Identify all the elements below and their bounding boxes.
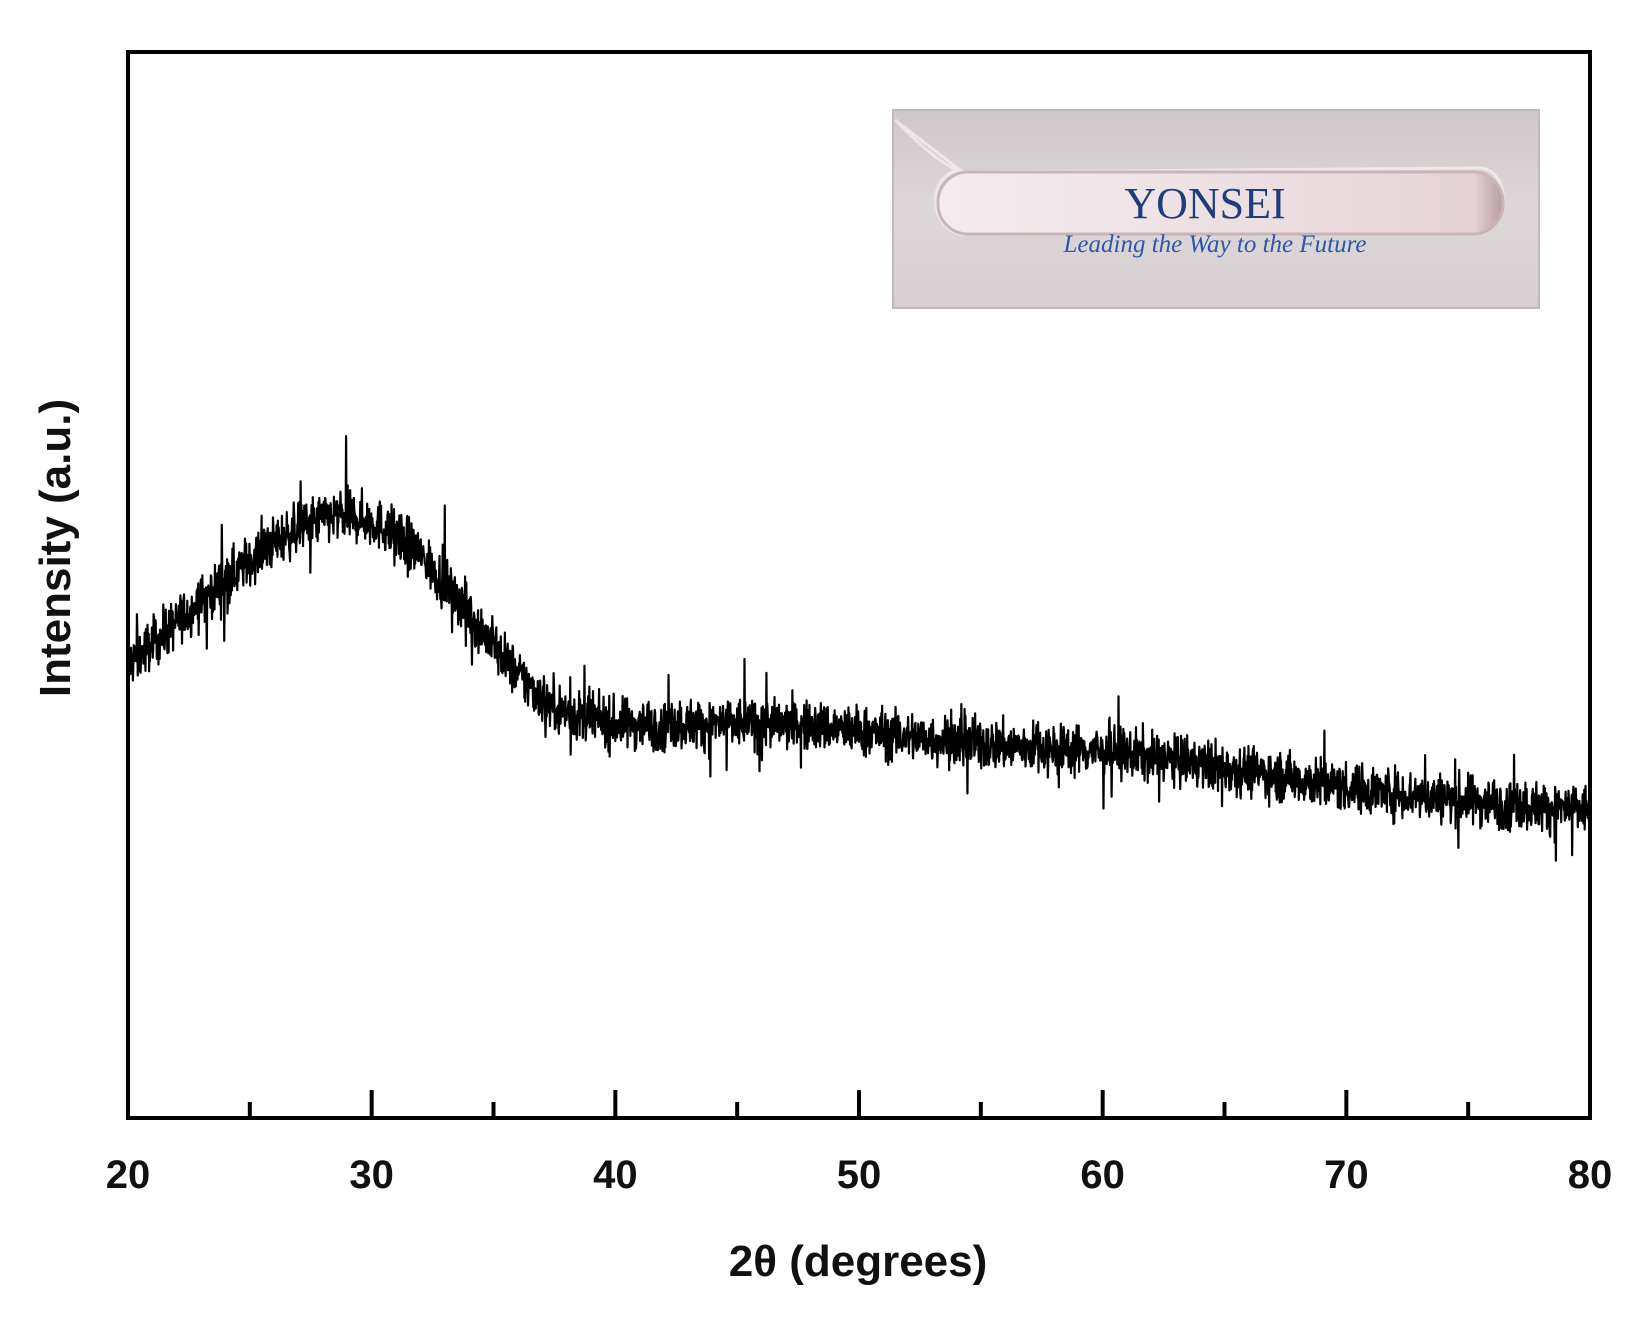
x-tick-label: 80 (1568, 1153, 1613, 1197)
x-tick-label: 40 (593, 1153, 638, 1197)
plot-area (126, 434, 1592, 862)
glass-substrate-icon (936, 170, 1505, 236)
x-axis-title: 2θ (degrees) (729, 1237, 988, 1286)
x-tick-label: 60 (1080, 1153, 1125, 1197)
inset-slogan-text: Leading the Way to the Future (1063, 231, 1367, 258)
x-tick-label: 50 (837, 1153, 882, 1197)
x-tick-label: 70 (1324, 1153, 1369, 1197)
x-tick-label: 30 (349, 1153, 394, 1197)
xrd-series-line (126, 434, 1592, 862)
x-tick-label: 20 (106, 1153, 151, 1197)
inset-logo-text: YONSEI (1124, 179, 1285, 228)
y-axis-title: Intensity (a.u.) (31, 399, 80, 697)
x-axis-ticks (126, 1090, 1592, 1118)
inset-photo: YONSEI Leading the Way to the Future (892, 109, 1540, 309)
x-axis-tick-labels: 20 30 40 50 60 70 80 (106, 1153, 1613, 1197)
